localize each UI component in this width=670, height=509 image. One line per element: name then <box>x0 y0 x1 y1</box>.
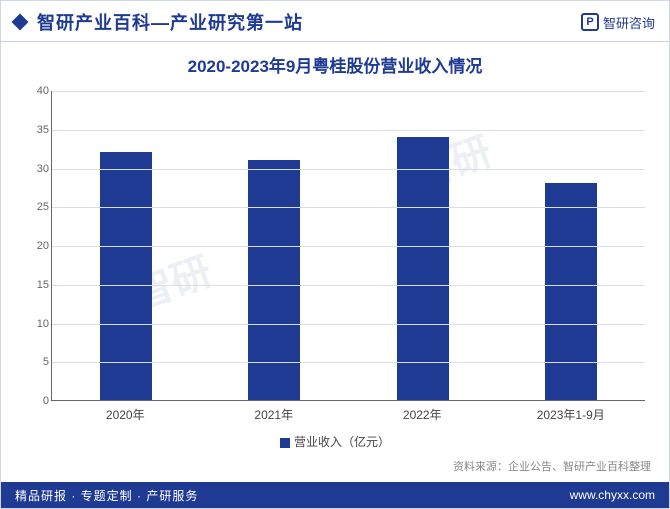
grid-line <box>52 91 645 92</box>
source-text: 资料来源：企业公告、智研产业百科整理 <box>453 458 651 474</box>
header-divider <box>1 41 669 42</box>
legend-label: 营业收入（亿元） <box>294 435 390 449</box>
bar <box>248 160 300 400</box>
grid-line <box>52 362 645 363</box>
chart-title: 2020-2023年9月粤桂股份营业收入情况 <box>1 52 669 77</box>
y-tick-label: 5 <box>21 356 49 368</box>
bar-group <box>497 183 645 400</box>
y-tick-label: 20 <box>21 240 49 252</box>
header-bar: 智研产业百科—产业研究第一站 P 智研咨询 <box>1 1 669 41</box>
y-tick-label: 0 <box>21 395 49 407</box>
chart-area: 智研 智研 0510152025303540 2020年2021年2022年20… <box>51 91 645 401</box>
bar-group <box>200 160 348 400</box>
grid-line <box>52 169 645 170</box>
y-tick-label: 30 <box>21 163 49 175</box>
diamond-icon <box>12 14 29 31</box>
y-tick-label: 10 <box>21 318 49 330</box>
brand-logo-icon: P <box>581 13 599 31</box>
footer-bar: 精品研报 · 专题定制 · 产研服务 www.chyxx.com <box>1 482 669 508</box>
legend: 营业收入（亿元） <box>1 433 669 450</box>
y-tick-label: 35 <box>21 124 49 136</box>
y-tick-label: 40 <box>21 85 49 97</box>
bar <box>397 137 449 401</box>
grid-line <box>52 324 645 325</box>
y-tick-label: 25 <box>21 201 49 213</box>
footer-right: www.chyxx.com <box>570 488 655 502</box>
grid-line <box>52 130 645 131</box>
legend-swatch-icon <box>280 438 290 448</box>
x-tick-label: 2021年 <box>200 406 349 423</box>
bar-group <box>349 137 497 401</box>
x-tick-label: 2022年 <box>348 406 497 423</box>
grid-line <box>52 285 645 286</box>
bar <box>545 183 597 400</box>
page-title: 智研产业百科—产业研究第一站 <box>37 9 303 35</box>
y-axis: 0510152025303540 <box>21 91 49 401</box>
grid-line <box>52 246 645 247</box>
grid-line <box>52 207 645 208</box>
footer-left: 精品研报 · 专题定制 · 产研服务 <box>15 487 198 504</box>
y-tick-label: 15 <box>21 279 49 291</box>
brand-block: P 智研咨询 <box>581 13 655 32</box>
plot-region <box>51 91 645 401</box>
x-axis-labels: 2020年2021年2022年2023年1-9月 <box>51 406 645 423</box>
x-tick-label: 2020年 <box>51 406 200 423</box>
header-left: 智研产业百科—产业研究第一站 <box>11 9 303 35</box>
x-tick-label: 2023年1-9月 <box>497 406 646 423</box>
brand-name: 智研咨询 <box>603 13 655 32</box>
